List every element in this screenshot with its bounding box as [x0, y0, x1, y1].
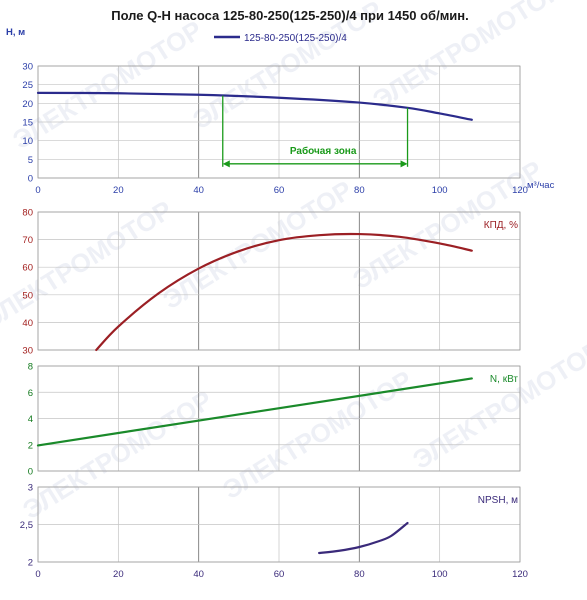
watermark-layer: ЭЛЕКТРОМОТОРЭЛЕКТРОМОТОРЭЛЕКТРОМОТОРЭЛЕК…	[0, 0, 587, 525]
y-tick-label: 20	[22, 99, 33, 110]
series-line	[95, 232, 473, 352]
y-tick-label: 30	[22, 62, 33, 73]
x-tick-label: 0	[35, 569, 40, 580]
x-axis-label: м³/час	[527, 180, 555, 191]
work-zone-arrowhead-right	[400, 160, 408, 168]
watermark-text: ЭЛЕКТРОМОТОР	[17, 384, 217, 525]
y-tick-label: 30	[22, 346, 33, 357]
chart-panel-3: 0 2 4 6 8 N, кВт	[28, 362, 521, 478]
chart-title: Поле Q-H насоса 125-80-250(125-250)/4 пр…	[111, 8, 469, 23]
work-zone-arrowhead-left	[222, 160, 230, 168]
y-tick-label: 2	[28, 558, 33, 569]
x-tick-label: 100	[432, 185, 448, 196]
y-axis-label: H, м	[6, 27, 25, 38]
series-label: КПД, %	[484, 220, 518, 231]
series-line	[36, 91, 473, 121]
y-tick-label: 2	[28, 440, 33, 451]
y-tick-label: 0	[28, 467, 33, 478]
plot-frame	[37, 65, 521, 179]
y-tick-label: 80	[22, 208, 33, 219]
x-tick-label: 80	[354, 185, 365, 196]
work-zone-label: Рабочая зона	[290, 145, 357, 157]
series-label: N, кВт	[490, 374, 518, 385]
x-tick-label: 120	[512, 569, 528, 580]
y-tick-label: 10	[22, 136, 33, 147]
chart-panel-1: 0 5 10 15 20 25 30 0 20 40 60 80 100 120 H, м м³/час Раб…	[6, 27, 555, 196]
plot-frame	[37, 365, 521, 472]
x-tick-label: 20	[113, 185, 124, 196]
y-tick-label: 40	[22, 318, 33, 329]
y-tick-label: 0	[28, 174, 33, 185]
x-tick-label: 60	[274, 185, 285, 196]
chart-panel-4: 2 2,5 3 0 20 40 60 80 100 120 NPSH, м	[20, 483, 528, 581]
series-label: NPSH, м	[478, 495, 518, 506]
x-tick-label: 60	[274, 569, 285, 580]
y-tick-label: 4	[28, 414, 33, 425]
chart-panel-2: 30 40 50 60 70 80 КПД, %	[22, 208, 521, 357]
x-tick-label: 40	[193, 185, 204, 196]
y-tick-label: 15	[22, 118, 33, 129]
y-tick-label: 5	[28, 155, 33, 166]
y-tick-label: 2,5	[20, 520, 33, 531]
legend: 125-80-250(125-250)/4	[214, 33, 347, 44]
x-tick-label: 20	[113, 569, 124, 580]
y-tick-label: 8	[28, 362, 33, 373]
x-tick-label: 100	[432, 569, 448, 580]
x-tick-label: 40	[193, 569, 204, 580]
series-line	[36, 377, 473, 447]
y-tick-label: 50	[22, 290, 33, 301]
x-tick-label: 80	[354, 569, 365, 580]
y-tick-label: 70	[22, 235, 33, 246]
y-tick-label: 60	[22, 263, 33, 274]
plot-frame	[37, 486, 521, 563]
x-tick-label: 120	[512, 185, 528, 196]
y-tick-label: 25	[22, 80, 33, 91]
plot-frame	[37, 211, 521, 351]
y-tick-label: 6	[28, 388, 33, 399]
watermark-text: ЭЛЕКТРОМОТОР	[407, 334, 587, 475]
watermark-text: ЭЛЕКТРОМОТОР	[217, 364, 417, 505]
x-tick-label: 0	[35, 185, 40, 196]
legend-label: 125-80-250(125-250)/4	[244, 33, 347, 44]
y-tick-label: 3	[28, 483, 33, 494]
series-line	[318, 521, 409, 555]
